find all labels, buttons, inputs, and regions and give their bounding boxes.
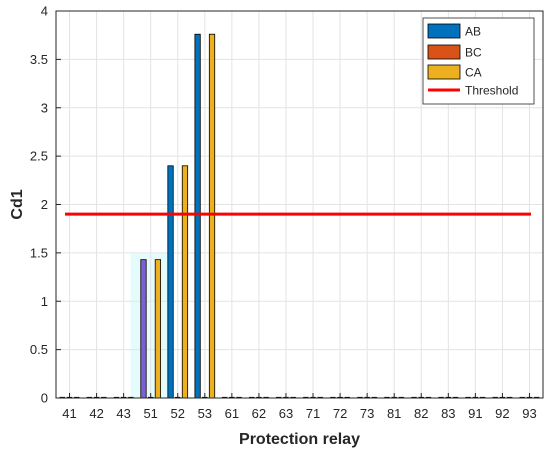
x-axis-title: Protection relay: [239, 431, 360, 448]
y-tick-label: 1.5: [30, 245, 48, 260]
y-tick-label: 2: [41, 197, 48, 212]
bar-ab-51: [140, 259, 147, 399]
x-tick-label: 71: [306, 406, 320, 421]
legend-swatch-ab: [427, 23, 461, 39]
x-tick-label: 81: [387, 406, 401, 421]
bar-layer: [59, 33, 540, 399]
x-tick-label: 83: [441, 406, 455, 421]
bar-ca-52: [181, 165, 189, 399]
plot-frame: [55, 10, 544, 399]
bar-ca-53: [208, 33, 216, 399]
legend-label-ab: AB: [465, 25, 481, 39]
x-tick-labels: 41 42 43 51 52 53 61 62 63 71 72 73 81 82 83 91 92 93: [62, 406, 536, 421]
y-tick-label: 0: [41, 391, 48, 406]
x-tick-label: 42: [89, 406, 103, 421]
bar-ab-52: [167, 165, 174, 399]
y-tick-label: 3.5: [30, 52, 48, 67]
x-tick-label: 92: [495, 406, 509, 421]
x-tick-label: 73: [360, 406, 374, 421]
x-tick-label: 41: [62, 406, 76, 421]
legend-label-threshold: Threshold: [465, 84, 518, 98]
x-tick-label: 53: [198, 406, 212, 421]
x-tick-label: 62: [252, 406, 266, 421]
y-tick-labels: 0 0.5 1 1.5 2 2.5 3 3.5 4: [30, 4, 48, 406]
x-tick-label: 63: [279, 406, 293, 421]
y-tick-label: 2.5: [30, 149, 48, 164]
bar-ab-53: [194, 33, 201, 399]
x-tick-label: 93: [522, 406, 536, 421]
legend-swatch-bc: [427, 44, 461, 60]
legend-swatch-ca: [427, 64, 461, 80]
legend: AB BC CA Threshold: [422, 17, 535, 105]
legend-label-ca: CA: [465, 66, 482, 80]
y-axis-title: Cd1: [9, 189, 26, 219]
x-tick-label: 72: [333, 406, 347, 421]
x-tick-label: 82: [414, 406, 428, 421]
x-tick-label: 52: [171, 406, 185, 421]
x-tick-label: 43: [116, 406, 130, 421]
y-tick-label: 4: [41, 4, 48, 19]
x-tick-label: 61: [225, 406, 239, 421]
y-tick-label: 3: [41, 100, 48, 115]
x-tick-label: 51: [143, 406, 157, 421]
legend-label-bc: BC: [465, 46, 482, 60]
y-tick-label: 1: [41, 294, 48, 309]
x-tick-label: 91: [468, 406, 482, 421]
y-tick-label: 0.5: [30, 342, 48, 357]
bar-ca-51: [154, 259, 162, 399]
